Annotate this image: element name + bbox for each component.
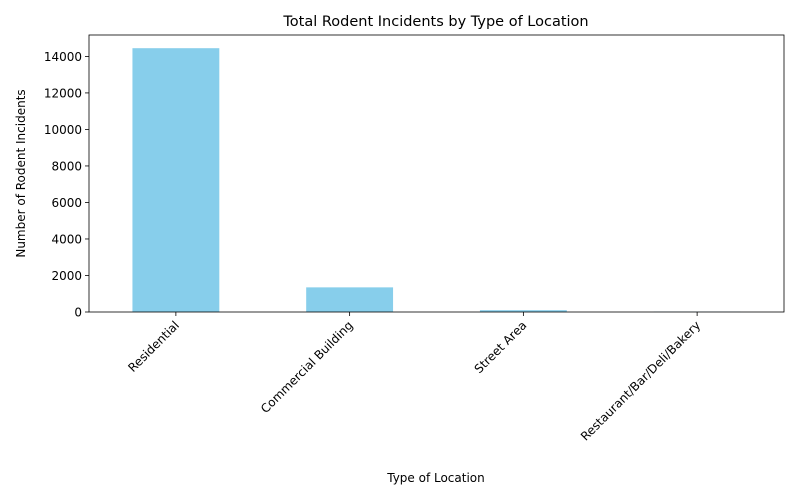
x-axis-label: Type of Location [386,471,485,485]
bar-street-area [479,310,567,312]
y-tick-label: 10000 [44,123,82,137]
y-tick-label: 6000 [51,196,82,210]
x-tick-label: Residential [125,318,182,375]
y-tick-label: 4000 [51,232,82,246]
plot-frame [88,34,785,313]
y-tick-label: 14000 [44,50,82,64]
bar-commercial-building [306,287,394,312]
x-tick-label: Street Area [472,318,530,376]
x-tick-label: Restaurant/Bar/Deli/Bakery [578,318,703,443]
y-axis-label: Number of Rodent Incidents [14,89,28,257]
y-tick-label: 12000 [44,86,82,100]
bar-residential [132,48,220,312]
y-tick-label: 2000 [51,269,82,283]
x-tick-label: Commercial Building [258,318,356,416]
chart-title: Total Rodent Incidents by Type of Locati… [282,14,588,30]
y-axis: 0 2000 4000 6000 8000 10000 12000 14000 [44,50,89,320]
x-axis: Residential Commercial Building Street Are… [125,312,703,444]
y-tick-label: 8000 [51,159,82,173]
y-tick-label: 0 [74,306,82,320]
bars-group [132,48,741,312]
